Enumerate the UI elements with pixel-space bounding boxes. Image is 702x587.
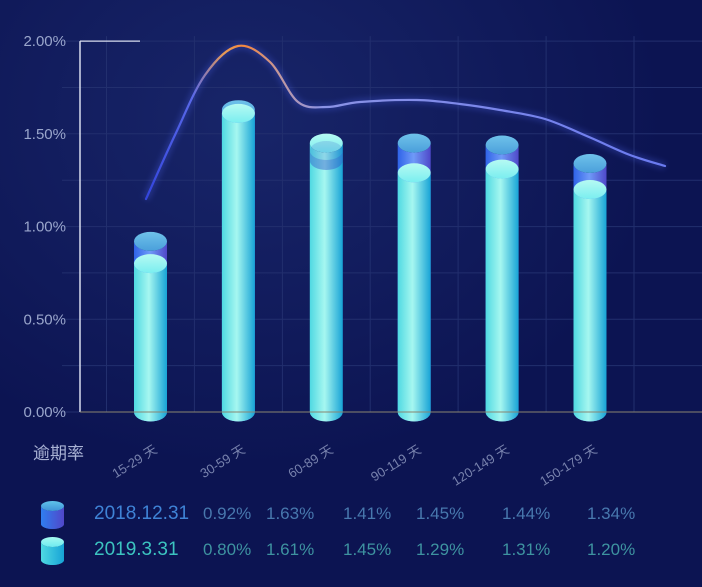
svg-text:1.34%: 1.34% <box>587 504 635 523</box>
svg-text:0.80%: 0.80% <box>203 540 251 559</box>
svg-text:1.61%: 1.61% <box>266 540 314 559</box>
svg-text:1.45%: 1.45% <box>416 504 464 523</box>
svg-text:1.41%: 1.41% <box>343 504 391 523</box>
svg-text:1.31%: 1.31% <box>502 540 550 559</box>
svg-text:1.29%: 1.29% <box>416 540 464 559</box>
svg-text:2.00%: 2.00% <box>23 33 66 50</box>
svg-text:0.92%: 0.92% <box>203 504 251 523</box>
svg-text:1.45%: 1.45% <box>343 540 391 559</box>
svg-text:1.20%: 1.20% <box>587 540 635 559</box>
svg-text:0.00%: 0.00% <box>23 404 66 421</box>
svg-text:逾期率: 逾期率 <box>33 444 84 463</box>
svg-text:1.50%: 1.50% <box>23 126 66 143</box>
svg-text:2018.12.31: 2018.12.31 <box>94 503 189 524</box>
svg-text:1.63%: 1.63% <box>266 504 314 523</box>
svg-text:1.44%: 1.44% <box>502 504 550 523</box>
svg-text:0.50%: 0.50% <box>23 311 66 328</box>
svg-text:2019.3.31: 2019.3.31 <box>94 539 179 560</box>
svg-text:1.00%: 1.00% <box>23 219 66 236</box>
